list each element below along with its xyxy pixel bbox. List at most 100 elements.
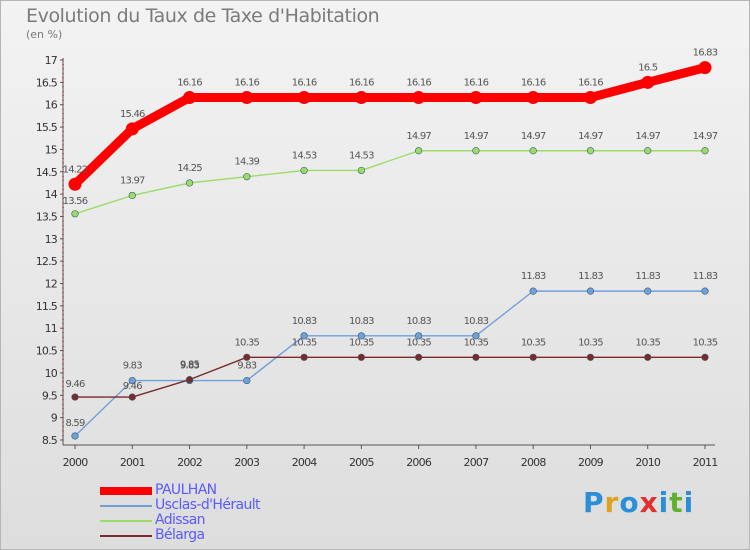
data-point [300,166,308,175]
data-label: 14.97 [693,131,718,142]
logo-letter: r [604,486,620,519]
data-label: 14.97 [521,131,546,142]
data-label: 9.46 [123,381,143,392]
data-point [698,61,712,75]
y-tick-label: 12 [45,278,57,291]
legend-swatch [100,520,152,522]
series-points [68,61,712,440]
data-point [185,179,194,187]
data-label: 16.16 [578,78,603,89]
x-tick-label: 2000 [63,456,89,469]
data-label: 9.83 [237,361,257,372]
data-point [243,353,251,361]
data-point [529,147,537,155]
data-point [529,353,537,361]
chart-axes: 8.599.51010.51111.51212.51313.51414.5151… [36,54,718,469]
data-label: 10.83 [464,316,489,327]
data-point [586,147,595,155]
data-label: 14.53 [292,150,317,161]
legend-swatch [100,535,152,537]
data-point [412,91,426,105]
data-label: 10.35 [349,337,374,348]
data-point [415,332,423,340]
data-point [128,376,136,385]
y-tick-label: 16.5 [36,76,58,89]
data-label: 16.16 [349,78,374,89]
data-label: 10.35 [635,337,660,348]
x-tick-label: 2001 [120,456,145,469]
series-line [74,290,706,437]
y-tick-label: 17 [45,54,58,67]
data-label: 14.97 [406,131,431,142]
data-point [644,353,652,361]
x-tick-label: 2007 [464,456,490,469]
logo-letter: t [669,486,684,519]
data-point [300,353,308,361]
x-tick-label: 2002 [177,456,202,469]
data-point [583,91,597,105]
y-tick-label: 14 [45,188,58,201]
logo-letter: P [583,486,605,519]
x-tick-label: 2009 [578,456,604,469]
series-line [74,356,706,398]
logo-letter: i [658,486,670,519]
data-point [300,332,308,340]
data-label: 14.39 [234,157,259,168]
y-tick-label: 8.5 [42,434,58,447]
y-tick-label: 14.5 [36,166,58,179]
x-tick-label: 2005 [349,456,375,469]
data-label: 10.35 [693,337,718,348]
data-label: 9.83 [123,361,143,372]
data-point [529,287,537,295]
data-label: 10.83 [292,316,317,327]
y-tick-label: 11.5 [36,300,58,313]
data-label: 14.53 [349,150,374,161]
legend-swatch [100,505,152,507]
data-point [68,177,82,191]
y-tick-label: 13.5 [36,210,58,223]
data-point [354,91,368,105]
data-point [125,122,139,136]
data-point [128,191,136,200]
x-tick-label: 2010 [635,456,661,469]
y-tick-label: 11 [45,322,57,335]
series-line [74,150,706,215]
data-point [644,147,652,155]
data-labels: 14.22 15.46 16.16 16.16 16.16 16.16 16.16 16.16… [63,48,719,429]
data-label: 14.97 [464,131,489,142]
legend-swatch [100,487,152,495]
data-label: 10.83 [406,316,431,327]
data-point [472,353,480,361]
data-point [185,376,194,384]
logo-letter: x [639,486,659,519]
data-point [243,173,251,181]
chart-title: Evolution du Taux de Taxe d'Habitation [26,5,380,27]
data-label: 10.83 [349,316,374,327]
y-tick-label: 9.5 [42,389,58,402]
y-tick-label: 12.5 [36,255,58,268]
data-label: 13.97 [120,175,145,186]
series-lines [70,63,710,437]
data-point [644,287,652,295]
data-point [183,91,197,105]
data-point [128,393,136,401]
data-label: 10.35 [292,337,317,348]
data-point [701,147,709,155]
data-point [240,91,254,105]
data-point [641,75,655,89]
data-point [357,166,365,175]
data-label: 10.35 [234,337,259,348]
data-point [415,353,423,361]
data-label: 16.16 [406,78,431,89]
data-label: 10.35 [521,337,546,348]
data-label: 14.97 [635,131,660,142]
data-point [586,287,595,295]
data-label: 16.83 [693,48,718,59]
data-label: 16.16 [234,78,259,89]
legend-label: PAULHAN [155,482,217,498]
data-point [71,432,79,440]
data-point [71,210,79,218]
legend-label: Usclas-d'Hérault [155,497,261,513]
data-label: 11.83 [521,271,546,282]
data-label: 14.22 [63,164,88,175]
